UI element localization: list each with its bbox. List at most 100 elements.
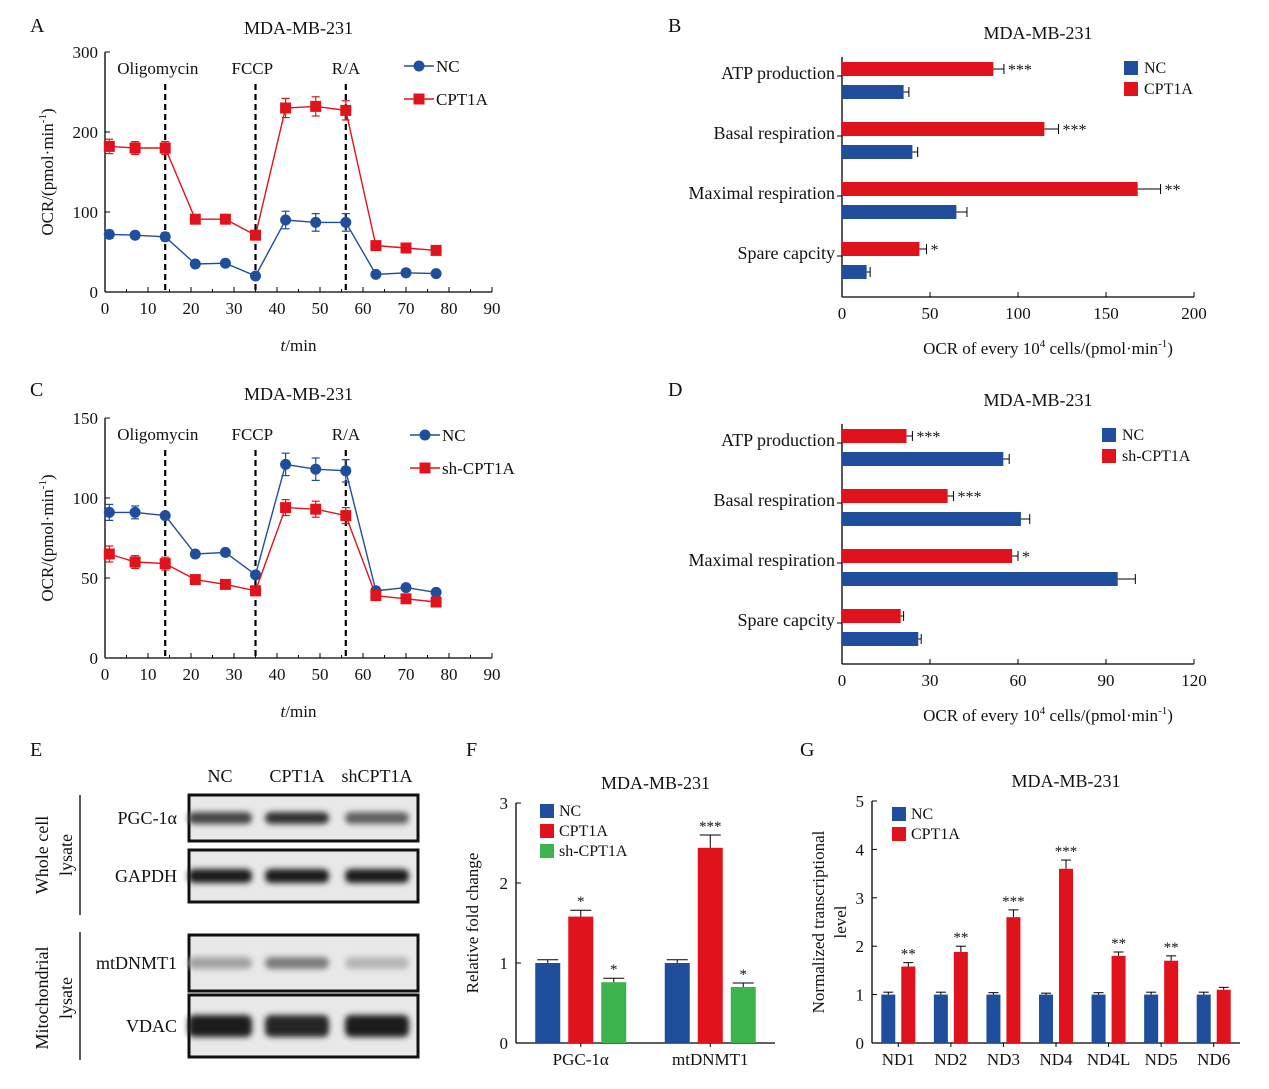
- legend-label: NC: [436, 57, 460, 76]
- blot-row-label: PGC-1α: [118, 808, 178, 828]
- lane-label: shCPT1A: [341, 766, 412, 786]
- data-point: [370, 268, 382, 280]
- legend-label: CPT1A: [436, 90, 489, 109]
- data-point: [280, 214, 292, 226]
- legend-swatch: [1124, 61, 1138, 75]
- data-point: [189, 548, 201, 560]
- x-tick-label: PGC-1α: [553, 1050, 609, 1069]
- data-point: [250, 585, 261, 597]
- bar: [568, 916, 594, 1043]
- y-tick-label: 100: [73, 203, 99, 222]
- series-line: [109, 506, 437, 603]
- category-label: Basal respiration: [714, 490, 835, 510]
- data-point: [103, 548, 115, 560]
- panel-label-b: B: [668, 15, 681, 37]
- legend-marker: [413, 60, 425, 72]
- chart-a: MDA-MB-231 0 10 20 30 40 50 60 70 80 90 0 100 200 300 O…: [37, 18, 501, 355]
- group-label-line2: lysate: [56, 834, 76, 876]
- data-point: [310, 100, 322, 112]
- injection-label: R/A: [332, 425, 361, 444]
- x-tick-label: 90: [1098, 671, 1115, 690]
- y-tick-label: 2: [856, 937, 865, 956]
- bar: [842, 632, 919, 646]
- data-point: [250, 569, 261, 581]
- bar: [1216, 989, 1231, 1043]
- bar: [730, 987, 756, 1043]
- y-axis-label: OCR/(pmol·min-1): [37, 474, 57, 601]
- category-label: Basal respiration: [714, 123, 835, 143]
- legend-label: CPT1A: [911, 826, 960, 843]
- significance-mark: **: [901, 947, 916, 963]
- x-axis-label-mid: cells/(pmol·min: [1045, 339, 1158, 358]
- bar: [1006, 917, 1021, 1043]
- x-axis-label-rest: /min: [285, 336, 317, 355]
- x-tick-label: 40: [269, 665, 286, 684]
- x-tick-label: 0: [101, 299, 110, 318]
- data-point: [370, 240, 382, 252]
- significance-mark: **: [953, 930, 968, 946]
- blot-row-label: GAPDH: [115, 866, 177, 886]
- legend-label: CPT1A: [559, 823, 608, 840]
- x-axis-label-main: OCR of every 10: [923, 339, 1040, 358]
- data-point: [430, 244, 442, 256]
- category-label: Maximal respiration: [689, 550, 835, 570]
- x-tick-label: 0: [101, 665, 110, 684]
- data-point: [280, 458, 292, 470]
- bar: [842, 182, 1138, 196]
- x-tick-label: 70: [398, 665, 415, 684]
- legend-marker: [419, 462, 431, 474]
- group-label-line2: lysate: [56, 977, 76, 1019]
- data-point: [189, 574, 201, 586]
- bar: [535, 963, 561, 1043]
- panel-label-f: F: [466, 739, 477, 761]
- panel-label-d: D: [668, 379, 682, 401]
- panel-label-c: C: [30, 379, 43, 401]
- series-line: [109, 219, 437, 277]
- y-tick-label: 3: [856, 889, 865, 908]
- legend-label: CPT1A: [1144, 81, 1193, 98]
- legend-swatch: [1102, 428, 1116, 442]
- bar: [881, 994, 896, 1043]
- x-axis-label-sup: -1: [1158, 338, 1167, 350]
- bar: [842, 572, 1118, 586]
- bar: [842, 429, 907, 443]
- data-point: [370, 590, 382, 602]
- significance-mark: ***: [1002, 894, 1025, 910]
- significance-mark: **: [1164, 940, 1179, 956]
- data-point: [310, 463, 322, 475]
- bar: [842, 265, 867, 279]
- group-label-mitochondrial: Mitochondrial lysate: [32, 947, 76, 1050]
- bar: [901, 966, 916, 1043]
- data-point: [400, 267, 412, 279]
- y-tick-label: 2: [500, 874, 509, 893]
- significance-mark: *: [740, 967, 748, 983]
- data-point: [219, 546, 231, 558]
- category-label: Maximal respiration: [689, 183, 835, 203]
- y-axis-label: OCR/(pmol·min-1): [37, 108, 57, 235]
- significance-mark: **: [1165, 182, 1181, 199]
- x-axis-label: OCR of every 104 cells/(pmol·min-1): [923, 705, 1173, 725]
- bar: [1039, 994, 1053, 1043]
- blot-band: [345, 869, 409, 883]
- y-tick-label: 100: [73, 489, 99, 508]
- legend-label: sh-CPT1A: [442, 459, 515, 478]
- y-axis-label-close: ): [38, 474, 57, 480]
- y-tick-label: 1: [500, 954, 509, 973]
- x-axis-label-close: ): [1167, 706, 1173, 725]
- data-point: [159, 510, 171, 522]
- blot-band: [265, 869, 329, 883]
- legend-swatch: [540, 804, 554, 818]
- significance-mark: ***: [916, 429, 940, 446]
- bar: [842, 489, 948, 503]
- x-axis-label: t/min: [281, 336, 317, 355]
- injection-label: R/A: [332, 59, 361, 78]
- data-point: [310, 216, 322, 228]
- chart-d: MDA-MB-231 0 30 60 90 120 OCR of every 104 cel…: [689, 390, 1207, 725]
- y-tick-label: 0: [90, 649, 99, 668]
- y-tick-label: 5: [856, 792, 865, 811]
- x-tick-label: 200: [1181, 304, 1207, 323]
- x-tick-label: 90: [484, 299, 501, 318]
- x-tick-label: 100: [1005, 304, 1031, 323]
- x-tick-label: 10: [140, 665, 157, 684]
- legend-label: NC: [559, 803, 581, 820]
